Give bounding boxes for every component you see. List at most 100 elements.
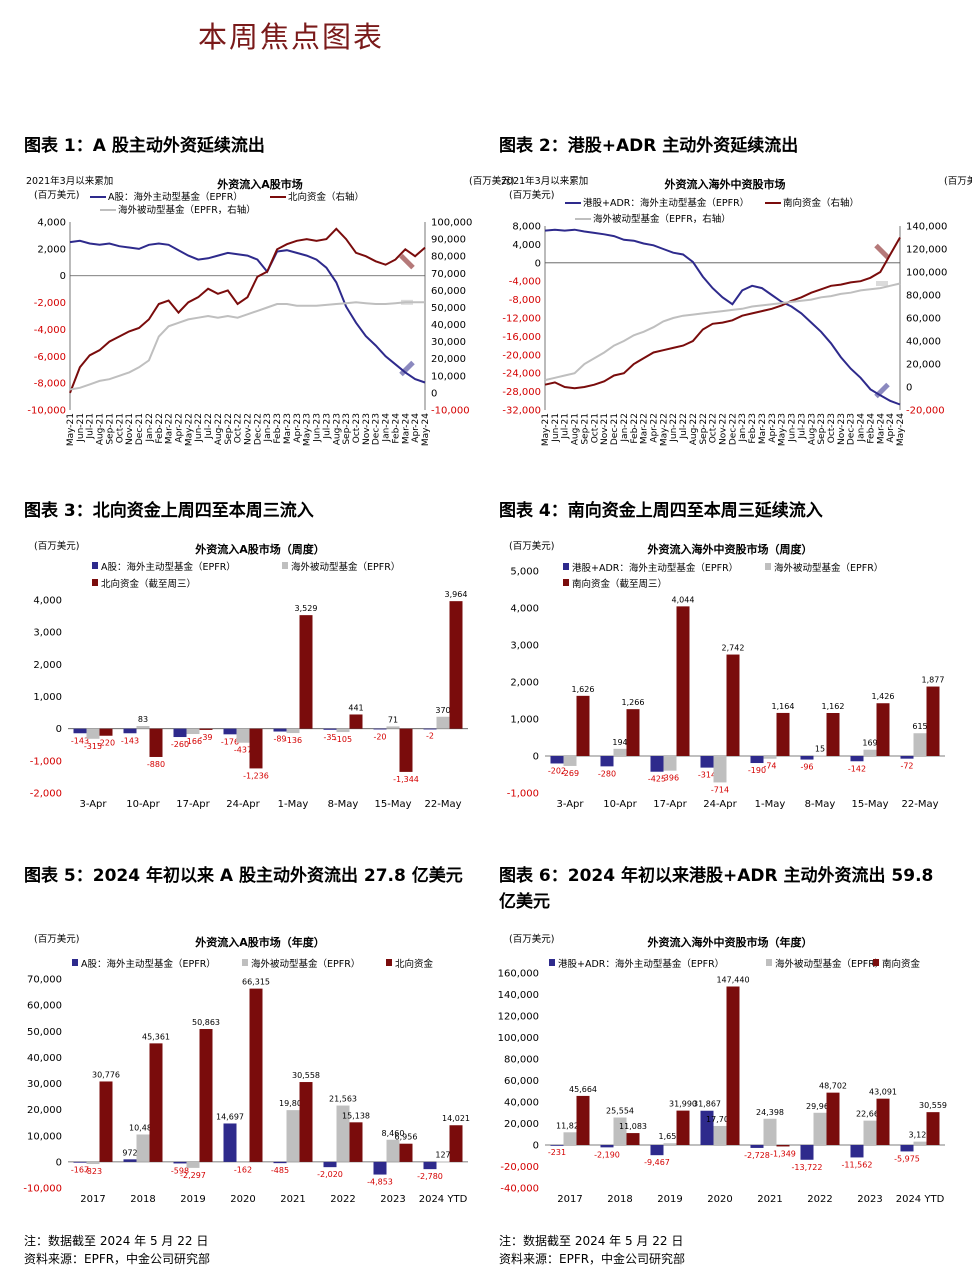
bar [726,654,740,756]
x-tick-label: Aug-21 [96,413,106,445]
legend-label: 海外被动型基金（EPFR） [291,561,400,573]
bar [876,703,890,756]
bar [323,728,337,730]
left-tick-label: -6,000 [34,352,66,363]
bar [550,1145,564,1146]
chart-title: 外资流入海外中资股市场（年度） [647,935,813,949]
bar [926,686,940,756]
x-tick-label: 2018 [130,1194,155,1205]
data-label: 972 [122,1148,137,1157]
y-tick-label: 4,000 [510,604,539,615]
data-label: -142 [848,764,866,773]
right-tick-label: 40,000 [906,337,941,348]
y-tick-label: 4,000 [33,596,62,607]
bar [299,615,313,729]
legend-label: 北向资金 [395,958,434,970]
bar [900,756,914,759]
bar [373,1161,387,1175]
data-label: 3,125 [909,1131,932,1140]
bar [199,728,213,730]
data-label: 31,990 [669,1100,697,1109]
y-tick-label: 2,000 [33,660,62,671]
right-tick-label: 20,000 [906,360,941,371]
left-unit-label: (百万美元) [34,189,79,201]
series-line [69,227,426,394]
bar [399,1143,413,1162]
data-label: 3,529 [295,604,318,613]
data-label: 2,742 [722,644,745,653]
right-unit-label: (百万美元) [944,175,972,187]
series-line [544,282,901,382]
chart-title: 外资流入A股市场 [216,177,303,191]
data-label: -220 [97,739,115,748]
right-tick-label: 10,000 [431,371,466,382]
x-tick-label: 2024 YTD [896,1194,945,1205]
bar [436,716,450,729]
data-label: -39 [199,733,212,742]
bar [576,1095,590,1145]
x-tick-label: May-22 [659,413,669,446]
data-label: -314 [698,771,716,780]
x-tick-label: 2018 [607,1194,632,1205]
x-tick-label: May-22 [184,413,194,446]
left-tick-label: 4,000 [512,240,541,251]
x-tick-label: Mar-22 [640,413,650,444]
data-label: 1,426 [872,692,895,701]
right-tick-label: 40,000 [431,320,466,331]
bar [173,1161,187,1164]
data-label: 14,697 [216,1112,244,1121]
x-tick-label: May-21 [541,413,551,446]
bar [850,756,864,762]
data-label: -2,190 [594,1150,620,1159]
x-tick-label: Nov-22 [244,413,254,445]
legend-label: A股：海外主动型基金（EPFR） [108,191,243,203]
bar [676,1110,690,1145]
bar [73,728,87,734]
data-label: 615 [912,722,927,731]
bar [336,728,350,733]
legend-label: 南向资金（截至周三） [572,578,667,590]
x-tick-label: Nov-23 [362,413,372,445]
data-label: -598 [171,1166,189,1175]
x-tick-label: May-21 [66,413,76,446]
legend-label: 北向资金（截至周三） [101,578,196,590]
x-tick-label: Sep-21 [580,413,590,445]
bar [550,756,564,764]
left-unit-label: (百万美元) [509,189,554,201]
left-tick-label: -32,000 [502,406,541,417]
right-tick-label: 80,000 [906,291,941,302]
chart-4: 外资流入海外中资股市场（周度） (百万美元) 港股+ADR：海外主动型基金（EPFR… [495,535,965,825]
x-tick-label: Jun-23 [313,413,323,443]
x-tick-label: 24-Apr [703,799,737,810]
chart-5: 外资流入A股市场（年度） (百万美元) A股：海外主动型基金（EPFR） 海外被动型基… [20,928,475,1218]
bar [900,1145,914,1152]
data-label: -437 [234,746,252,755]
x-tick-label: Oct-22 [709,413,719,443]
data-label: -1,236 [243,771,269,780]
y-tick-label: 70,000 [27,975,62,986]
data-label: -72 [900,762,913,771]
x-tick-label: Aug-23 [332,413,342,445]
right-tick-label: 70,000 [431,269,466,280]
trend-arrow-shaft [399,253,415,270]
x-tick-label: Apr-22 [174,413,184,443]
y-tick-label: 140,000 [498,990,539,1001]
x-tick-label: 2023 [380,1194,405,1205]
y-tick-label: 0 [533,752,539,763]
y-tick-label: -1,000 [30,756,62,767]
bar [349,714,363,729]
series-line [69,239,426,384]
bar [199,1028,213,1162]
legend-swatch [92,562,98,569]
y-tick-label: 120,000 [498,1012,539,1023]
source-text: 资料来源：EPFR，中金公司研究部 [499,1252,686,1266]
data-label: -1,344 [393,775,419,784]
x-tick-label: 2021 [280,1194,305,1205]
x-tick-label: Feb-23 [748,413,758,444]
bar [563,756,577,766]
chart-title: 外资流入A股市场（周度） [194,542,325,556]
data-label: -162 [234,1165,252,1174]
bar [286,728,300,734]
y-tick-label: 0 [56,724,62,735]
x-tick-label: 1-May [755,799,786,810]
